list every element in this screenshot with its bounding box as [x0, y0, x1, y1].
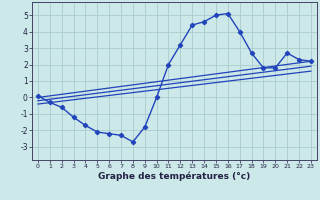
X-axis label: Graphe des températures (°c): Graphe des températures (°c)	[98, 172, 251, 181]
